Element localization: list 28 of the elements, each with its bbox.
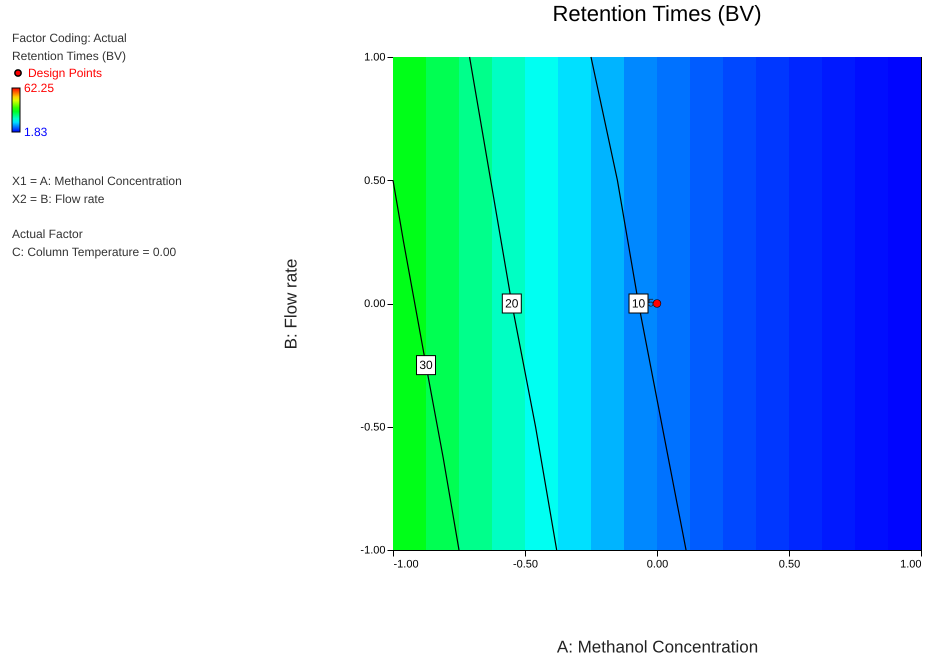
color-bar-label: 62.25 [24,81,54,95]
y-tick-label: -0.50 [360,421,386,434]
y-tick-label: -1.00 [360,544,386,556]
y-axis-title: B: Flow rate [281,258,300,350]
x-tick-label: 0.50 [778,558,800,570]
legend-title: Retention Times (BV) [12,49,126,63]
y-tick-label: 0.00 [364,298,386,310]
color-bar-label: 1.83 [24,125,48,139]
text: X1 = A: Methanol Concentration [12,174,182,188]
text: Factor Coding: Actual [12,31,127,45]
series-label: 20 [505,296,519,310]
text: X2 = B: Flow rate [12,192,105,206]
legend-label: Design Points [28,66,102,80]
y-tick-label: 1.00 [364,52,386,64]
annotation: 5 [648,298,654,310]
text: C: Column Temperature = 0.00 [12,245,177,259]
x-tick-label: -0.50 [512,558,538,570]
x-tick-label: 0.00 [646,558,668,570]
line-series [468,56,558,551]
series-label: 30 [419,358,433,372]
x-tick-label: -1.00 [394,558,419,570]
series-label: 10 [632,296,646,310]
line-series [590,56,687,551]
x-tick-label: 1.00 [900,558,922,570]
x-axis-title: A: Methanol Concentration [556,638,758,653]
text: Actual Factor [12,227,83,241]
chart-title: Retention Times (BV) [552,1,762,26]
y-tick-label: 0.50 [364,174,386,187]
